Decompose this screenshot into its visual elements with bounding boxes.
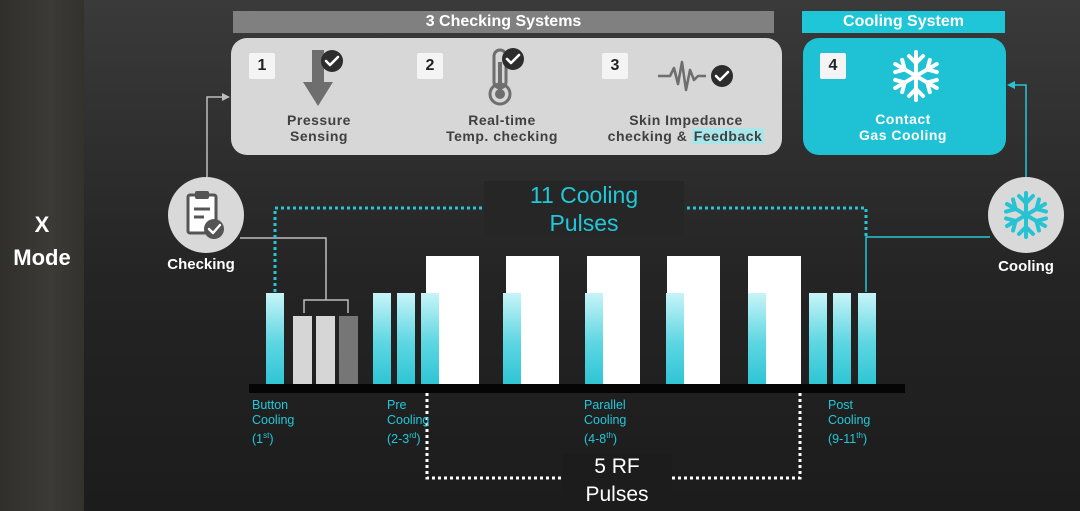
- cooling-to-post-line: [865, 236, 990, 292]
- system-number-4: 4: [820, 53, 846, 79]
- cooling-system-label-line1: Contact: [875, 111, 931, 127]
- mode-label-line1: X: [34, 212, 50, 237]
- system-label-2: Real-time Temp. checking: [427, 112, 577, 144]
- phase-pre-line3: (2-3rd): [387, 428, 429, 447]
- cooling-pulse-bar: [748, 293, 766, 384]
- system-label-2-line1: Real-time: [468, 112, 536, 128]
- phase-label-post: Post Cooling (9-11th): [828, 398, 870, 447]
- thermometer-icon: [488, 48, 524, 106]
- system-label-3: Skin Impedance checking & Feedback: [601, 112, 771, 144]
- phase-button-sup: st: [263, 431, 270, 440]
- phase-button-range: (1: [252, 432, 264, 447]
- phase-parallel-sup: th: [606, 431, 613, 440]
- cooling-pulses-title-line1: 11 Cooling: [529, 182, 639, 208]
- phase-label-button: Button Cooling (1st): [252, 398, 294, 447]
- system-number-3: 3: [602, 53, 628, 79]
- cooling-label: Cooling: [998, 258, 1054, 275]
- checking-to-bars-line: [240, 237, 327, 300]
- system-number-1: 1: [249, 53, 275, 79]
- pressure-arrow-icon: [303, 50, 343, 106]
- phase-pre-range: (2-3: [387, 432, 410, 447]
- timeline-baseline: [249, 384, 905, 393]
- snowflake-icon: [1001, 191, 1051, 239]
- phase-post-line2: Cooling: [828, 413, 871, 427]
- checking-circle: [168, 177, 244, 253]
- phase-post-sup: th: [856, 431, 863, 440]
- cooling-pulse-bar: [373, 293, 391, 384]
- phase-post-line1: Post: [828, 398, 854, 412]
- phase-label-parallel: Parallel Cooling (4-8th): [584, 398, 626, 447]
- cooling-system-label: Contact Gas Cooling: [843, 111, 963, 143]
- cooling-arrowhead: [1007, 81, 1015, 89]
- phase-parallel-line3: (4-8th): [584, 428, 626, 447]
- system-label-1: Pressure Sensing: [259, 112, 379, 144]
- checking-label: Checking: [167, 256, 235, 273]
- check-pulse-bar: [316, 316, 335, 384]
- system-number-2: 2: [417, 53, 443, 79]
- cooling-pulses-title: 11 Cooling Pulses: [484, 181, 684, 237]
- phase-button-line1: Button: [252, 398, 289, 412]
- phase-pre-line1: Pre: [387, 398, 407, 412]
- phase-post-end: ): [862, 432, 868, 447]
- cooling-pulses-title-line2: Pulses: [549, 210, 619, 236]
- check-pulse-bar: [339, 316, 358, 384]
- phase-pre-line2: Cooling: [387, 413, 430, 427]
- checking-systems-header: 3 Checking Systems: [233, 11, 774, 33]
- phase-parallel-line2: Cooling: [584, 413, 627, 427]
- phase-post-line3: (9-11th): [828, 428, 870, 447]
- cooling-circle: [988, 177, 1064, 253]
- cooling-system-panel: 4 Contact Gas Cooling: [803, 38, 1006, 155]
- cooling-pulse-bar: [858, 293, 876, 384]
- mode-label-line2: Mode: [13, 245, 71, 270]
- cooling-pulse-bar: [809, 293, 827, 384]
- phase-post-range: (9-11: [828, 432, 857, 447]
- checking-connector: [206, 96, 224, 180]
- system-label-1-line2: Sensing: [290, 128, 348, 144]
- phase-button-end: ): [269, 432, 274, 447]
- phase-button-line3: (1st): [252, 428, 294, 447]
- mode-sidebar: [0, 0, 84, 511]
- clipboard-check-icon: [186, 191, 224, 239]
- cooling-system-label-line2: Gas Cooling: [859, 127, 947, 143]
- cooling-pulse-bar: [503, 293, 521, 384]
- cooling-pulse-bar: [833, 293, 851, 384]
- phase-button-line2: Cooling: [252, 413, 295, 427]
- checking-bracket: [303, 299, 349, 313]
- waveform-icon: [658, 60, 733, 92]
- cooling-pulse-bar: [266, 293, 284, 384]
- cooling-connector: [1014, 84, 1027, 178]
- rf-pulses-title: 5 RF Pulses: [562, 453, 672, 509]
- phase-pre-end: ): [416, 432, 421, 447]
- cooling-pulse-bar: [421, 293, 439, 384]
- cooling-pulse-bar: [397, 293, 415, 384]
- mode-label: X Mode: [0, 208, 84, 274]
- system-label-3-line2: checking & Feedback: [601, 128, 771, 144]
- feedback-highlight: Feedback: [691, 128, 765, 144]
- phase-parallel-range: (4-8: [584, 432, 607, 447]
- snowflake-icon: [889, 50, 943, 102]
- phase-parallel-line1: Parallel: [584, 398, 626, 412]
- phase-label-pre: Pre Cooling (2-3rd): [387, 398, 429, 447]
- system-label-1-line1: Pressure: [287, 112, 351, 128]
- phase-parallel-end: ): [612, 432, 618, 447]
- cooling-pulses-bracket-right: [675, 206, 868, 237]
- rf-pulses-title-line1: 5 RF: [594, 455, 640, 478]
- phase-pre-sup: rd: [409, 431, 417, 440]
- checking-systems-panel: 1 Pressure Sensing 2 Real-time Temp. che…: [231, 38, 782, 155]
- cooling-system-header: Cooling System: [802, 11, 1005, 33]
- system-label-3-line1: Skin Impedance: [629, 112, 743, 128]
- cooling-pulse-bar: [666, 293, 684, 384]
- rf-pulses-title-line2: Pulses: [585, 483, 649, 506]
- cooling-pulses-bracket-left: [273, 206, 500, 292]
- system-label-2-line2: Temp. checking: [446, 128, 558, 144]
- cooling-pulse-bar: [585, 293, 603, 384]
- system-label-3-line2a: checking &: [607, 128, 692, 144]
- checking-arrowhead: [222, 93, 230, 101]
- check-pulse-bar: [293, 316, 312, 384]
